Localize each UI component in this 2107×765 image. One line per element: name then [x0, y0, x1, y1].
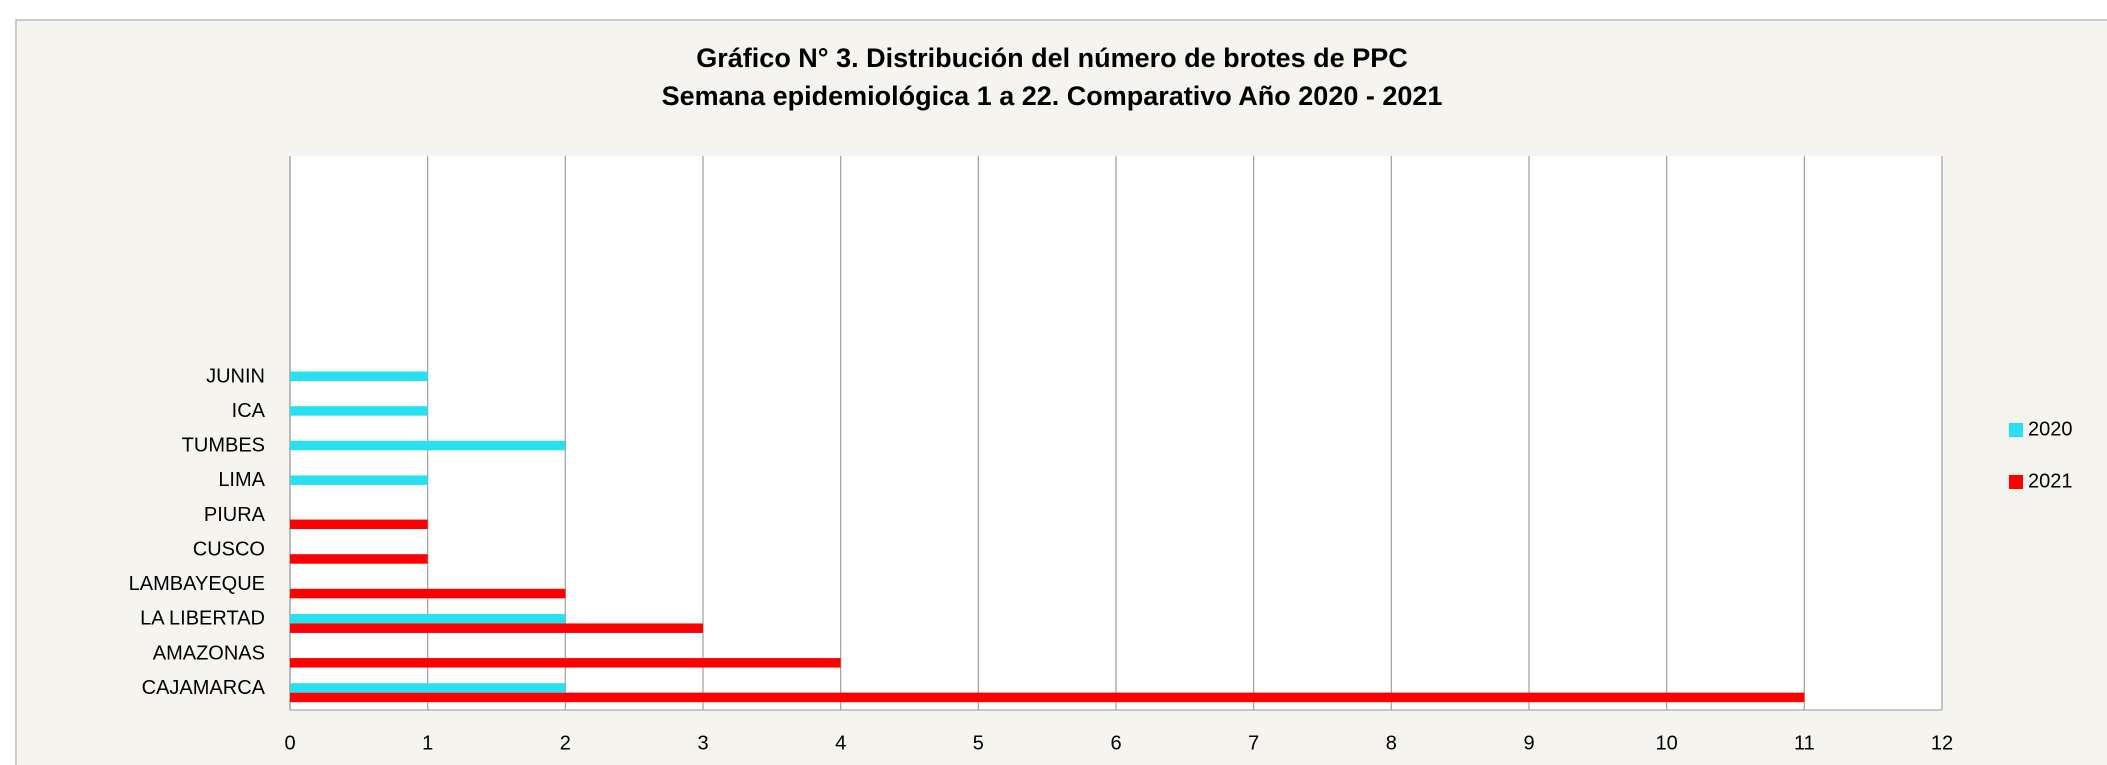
bar — [290, 658, 841, 668]
y-tick-label: CUSCO — [193, 538, 265, 560]
y-tick-label: JUNIN — [206, 365, 265, 387]
y-tick-label: TUMBES — [182, 435, 265, 457]
bar — [290, 692, 1805, 703]
bar — [290, 475, 428, 485]
y-tick-label: LA LIBERTAD — [140, 608, 265, 630]
y-tick-label: CAJAMARCA — [142, 677, 266, 699]
bar — [290, 588, 566, 599]
x-tick-label: 6 — [1110, 732, 1121, 754]
legend-swatch — [2009, 423, 2023, 437]
x-tick-label: 5 — [973, 732, 984, 754]
chart-title: Gráfico N° 3. Distribución del número de… — [696, 43, 1407, 73]
legend-swatch — [2009, 475, 2023, 489]
bar — [290, 440, 566, 451]
legend-label: 2021 — [2028, 470, 2073, 492]
x-tick-label: 4 — [835, 732, 846, 754]
bar — [290, 683, 566, 693]
bar — [290, 613, 566, 624]
y-tick-label: LIMA — [218, 469, 265, 491]
chart-subtitle: Semana epidemiológica 1 a 22. Comparativ… — [662, 81, 1443, 111]
legend-label: 2020 — [2028, 418, 2073, 440]
bar — [290, 371, 428, 382]
x-tick-label: 0 — [284, 732, 295, 754]
bar — [290, 554, 428, 564]
x-tick-label: 3 — [697, 732, 708, 754]
x-tick-label: 2 — [560, 732, 571, 754]
x-tick-label: 11 — [1794, 732, 1815, 754]
bar — [290, 519, 428, 530]
y-tick-label: PIURA — [204, 504, 266, 526]
y-tick-label: LAMBAYEQUE — [129, 573, 265, 595]
x-tick-label: 9 — [1523, 732, 1534, 754]
y-tick-label: AMAZONAS — [153, 642, 265, 664]
x-tick-label: 1 — [422, 732, 433, 754]
x-tick-label: 8 — [1386, 732, 1397, 754]
x-tick-label: 10 — [1656, 732, 1678, 754]
x-tick-label: 12 — [1931, 732, 1953, 754]
x-tick-label: 7 — [1248, 732, 1259, 754]
y-tick-label: ICA — [232, 400, 266, 422]
bar — [290, 406, 428, 416]
bar — [290, 623, 703, 633]
